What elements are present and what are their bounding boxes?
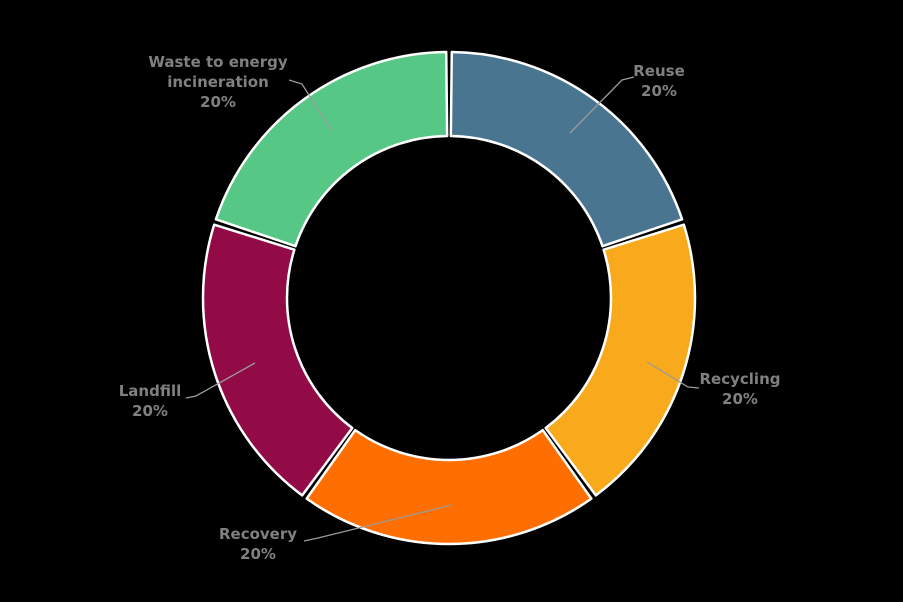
donut-segment-reuse: [449, 50, 684, 248]
donut-segment-waste-to-energy: [214, 50, 449, 248]
leader-line-recovery: [303, 504, 453, 542]
segment-label-waste-to-energy: Waste to energy incineration 20%: [148, 53, 288, 111]
donut-segments: [201, 50, 697, 546]
donut-segment-recycling: [544, 223, 697, 497]
segment-label-recovery: Recovery 20%: [218, 525, 298, 563]
segment-label-landfill: Landfill 20%: [118, 382, 182, 420]
leader-line-recycling: [646, 361, 700, 389]
leader-lines: [185, 76, 700, 542]
leader-line-waste-to-energy: [288, 79, 332, 131]
segment-label-reuse: Reuse 20%: [633, 62, 685, 100]
donut-segment-landfill: [201, 223, 354, 497]
segment-label-recycling: Recycling 20%: [699, 370, 781, 408]
leader-line-reuse: [569, 76, 635, 134]
leader-line-landfill: [185, 362, 256, 399]
donut-segment-recovery: [305, 428, 593, 546]
